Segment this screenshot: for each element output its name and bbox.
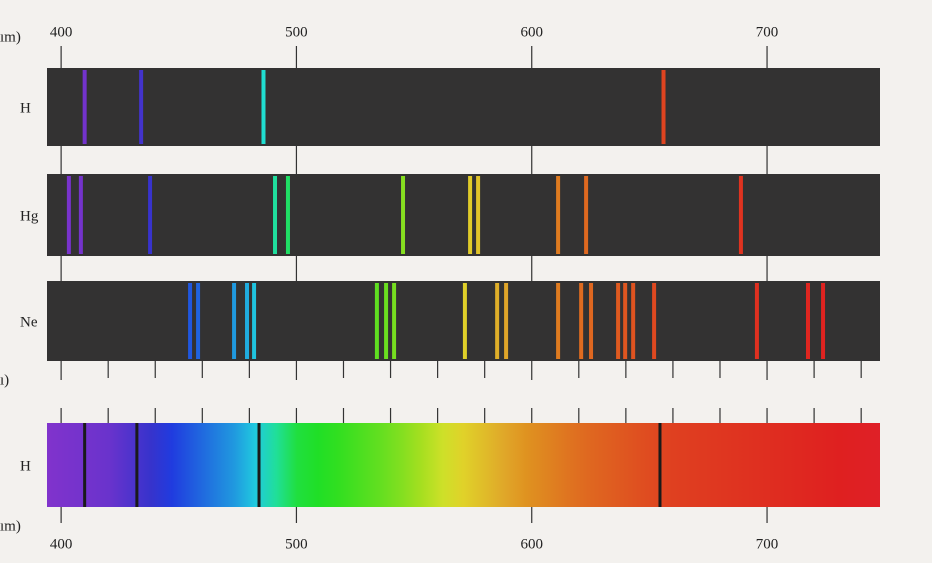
- emission-line: [462, 283, 467, 359]
- x-tick-label: 700: [756, 536, 779, 552]
- emission-line: [589, 283, 594, 359]
- unit-label: ım): [0, 29, 21, 45]
- absorption-line: [257, 423, 261, 507]
- element-label: H: [20, 458, 31, 474]
- emission-line: [738, 176, 743, 254]
- emission-line: [261, 70, 266, 144]
- emission-line: [652, 283, 657, 359]
- unit-label: ım): [0, 518, 21, 534]
- emission-line: [392, 283, 397, 359]
- emission-line: [476, 176, 481, 254]
- emission-line: [821, 283, 826, 359]
- emission-line: [78, 176, 83, 254]
- emission-line: [384, 283, 389, 359]
- emission-line: [616, 283, 621, 359]
- x-tick-label: 400: [50, 536, 73, 552]
- element-label: Ne: [20, 314, 38, 330]
- x-tick-label: 600: [520, 24, 543, 40]
- emission-line: [623, 283, 628, 359]
- emission-line: [188, 283, 193, 359]
- emission-line: [584, 176, 589, 254]
- absorption-line: [135, 423, 139, 507]
- emission-line: [196, 283, 201, 359]
- emission-line: [579, 283, 584, 359]
- unit-label: ı): [0, 372, 9, 388]
- element-label: H: [20, 100, 31, 116]
- emission-line: [805, 283, 810, 359]
- emission-line: [82, 70, 87, 144]
- emission-line: [374, 283, 379, 359]
- absorption-line: [658, 423, 662, 507]
- emission-line: [148, 176, 153, 254]
- spectrum-band: [47, 174, 880, 256]
- emission-line: [273, 176, 278, 254]
- emission-line: [252, 283, 257, 359]
- emission-line: [66, 176, 71, 254]
- x-tick-label: 500: [285, 536, 308, 552]
- emission-line: [401, 176, 406, 254]
- emission-line: [504, 283, 509, 359]
- emission-line: [556, 176, 561, 254]
- emission-line: [232, 283, 237, 359]
- emission-line: [245, 283, 250, 359]
- emission-line: [754, 283, 759, 359]
- spectrum-band: [47, 68, 880, 146]
- x-tick-label: 500: [285, 24, 308, 40]
- emission-line: [631, 283, 636, 359]
- emission-line: [139, 70, 144, 144]
- absorption-line: [83, 423, 87, 507]
- emission-line: [661, 70, 666, 144]
- element-label: Hg: [20, 208, 39, 224]
- x-tick-label: 400: [50, 24, 73, 40]
- emission-line: [468, 176, 473, 254]
- emission-line: [285, 176, 290, 254]
- x-tick-label: 700: [756, 24, 779, 40]
- continuous-spectrum: [47, 423, 880, 507]
- emission-line: [495, 283, 500, 359]
- x-tick-label: 600: [520, 536, 543, 552]
- emission-line: [556, 283, 561, 359]
